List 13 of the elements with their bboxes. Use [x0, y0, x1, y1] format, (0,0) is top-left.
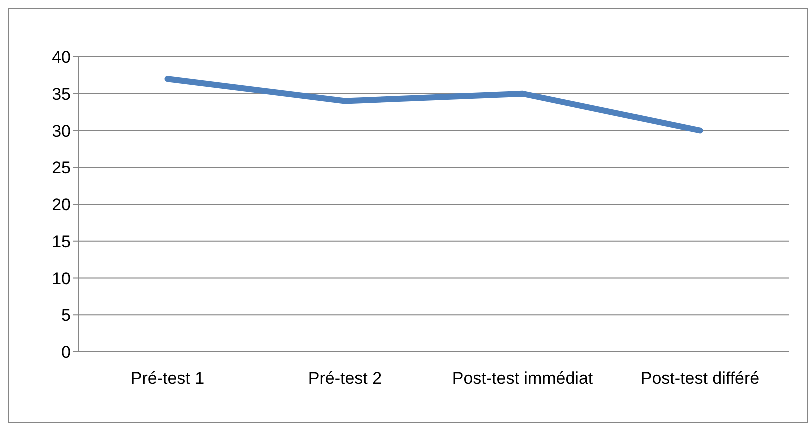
y-tick-label: 0 [62, 343, 71, 362]
x-tick-label: Post-test différé [640, 369, 760, 388]
y-tick-label: 10 [52, 269, 71, 288]
y-tick-label: 25 [52, 158, 71, 178]
y-tick-label: 40 [52, 48, 71, 68]
y-tick-label: 20 [52, 196, 71, 215]
y-tick-label: 5 [62, 306, 71, 326]
y-tick-label: 35 [52, 84, 71, 104]
y-tick-label: 15 [52, 232, 71, 252]
x-tick-label: Pré-test 2 [308, 369, 382, 388]
x-tick-label: Post-test immédiat [452, 369, 594, 388]
x-tick-label: Pré-test 1 [130, 369, 205, 388]
y-tick-label: 30 [52, 122, 71, 141]
